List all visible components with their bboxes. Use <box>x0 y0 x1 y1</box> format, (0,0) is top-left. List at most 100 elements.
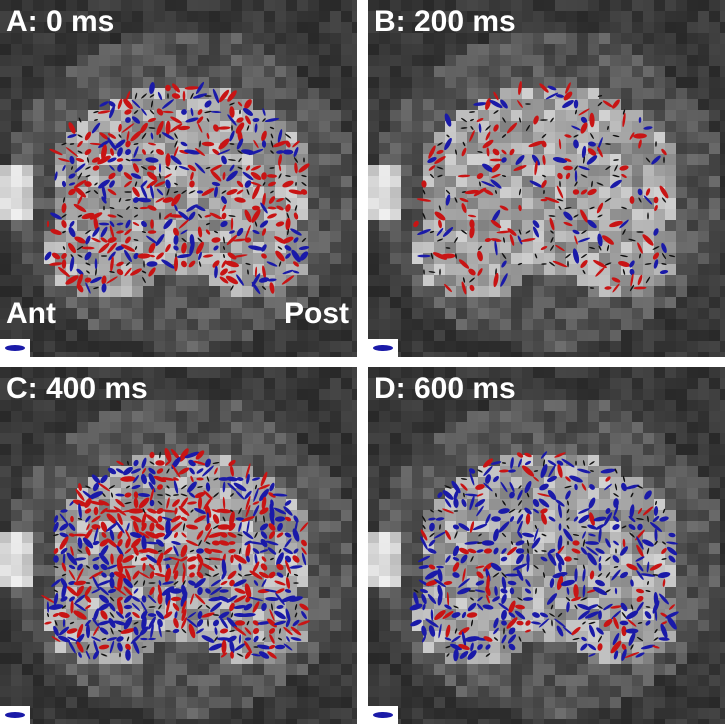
diffusion-glyph-field <box>409 451 679 662</box>
tensor-glyph <box>282 236 294 244</box>
tensor-glyph <box>244 209 252 223</box>
tensor-glyph <box>644 263 652 265</box>
tensor-glyph <box>483 548 493 554</box>
tensor-glyph <box>498 508 510 514</box>
tensor-glyph <box>622 269 626 275</box>
tensor-glyph <box>245 543 251 559</box>
tensor-glyph <box>148 467 156 475</box>
tensor-glyph <box>410 619 422 627</box>
tensor-glyph <box>485 474 491 484</box>
tensor-glyph <box>160 477 176 481</box>
tensor-glyph <box>44 621 52 625</box>
tensor-glyph <box>585 546 599 556</box>
tensor-glyph <box>213 245 219 251</box>
tensor-glyph <box>109 271 115 273</box>
tensor-glyph <box>181 484 187 490</box>
tensor-glyph <box>564 556 572 562</box>
tensor-glyph <box>540 508 548 514</box>
tensor-glyph <box>575 460 577 466</box>
scale-glyph-icon <box>5 345 25 351</box>
tensor-glyph <box>173 532 179 538</box>
tensor-glyph <box>661 252 667 260</box>
tensor-glyph <box>546 593 558 605</box>
tensor-glyph <box>228 459 236 467</box>
tensor-glyph <box>483 465 493 477</box>
tensor-glyph <box>115 493 125 497</box>
tensor-glyph <box>65 275 79 285</box>
tensor-glyph <box>156 252 164 260</box>
tensor-glyph <box>109 180 115 188</box>
tensor-glyph <box>212 260 220 268</box>
tensor-glyph <box>94 258 98 270</box>
tensor-glyph <box>178 165 190 171</box>
tensor-glyph <box>121 244 135 252</box>
tensor-glyph <box>61 214 67 218</box>
tensor-glyph <box>84 508 92 514</box>
tensor-glyph <box>164 212 172 220</box>
tensor-glyph <box>85 546 91 556</box>
tensor-glyph <box>147 613 157 617</box>
tensor-glyph <box>534 253 538 259</box>
tensor-glyph <box>508 469 516 473</box>
tensor-glyph <box>276 198 284 202</box>
tensor-glyph <box>605 572 611 578</box>
scale-glyph-icon <box>5 712 25 718</box>
tensor-glyph <box>181 109 187 115</box>
tensor-glyph <box>281 275 295 285</box>
tensor-glyph <box>205 541 211 545</box>
tensor-glyph <box>275 221 285 227</box>
tensor-glyph <box>434 211 446 221</box>
tensor-glyph <box>77 563 83 571</box>
tensor-glyph <box>437 592 443 606</box>
tensor-glyph <box>101 283 107 293</box>
tensor-glyph <box>140 557 148 561</box>
tensor-glyph <box>574 235 578 245</box>
tensor-glyph <box>515 548 525 554</box>
tensor-glyph <box>565 172 571 180</box>
tensor-glyph <box>510 541 514 545</box>
tensor-glyph <box>661 148 667 156</box>
tensor-glyph <box>598 610 602 620</box>
tensor-glyph <box>518 458 522 468</box>
tensor-glyph <box>452 572 460 578</box>
tensor-glyph <box>531 537 541 549</box>
tensor-glyph <box>533 528 539 542</box>
tensor-glyph <box>85 229 91 235</box>
tensor-glyph <box>501 252 507 260</box>
tensor-glyph <box>639 253 641 259</box>
tensor-glyph <box>170 155 182 165</box>
tensor-glyph <box>501 175 507 177</box>
tensor-glyph <box>98 140 110 148</box>
tensor-glyph <box>554 618 566 628</box>
tensor-glyph <box>97 620 111 626</box>
tensor-glyph <box>267 651 277 659</box>
tensor-glyph <box>539 483 549 491</box>
tensor-glyph <box>493 110 499 114</box>
tensor-glyph <box>205 222 211 226</box>
tensor-glyph <box>479 181 481 187</box>
tensor-glyph <box>133 239 139 241</box>
tensor-glyph <box>652 574 660 576</box>
tensor-glyph <box>469 521 475 533</box>
tensor-glyph <box>141 230 147 233</box>
tensor-glyph <box>172 628 180 634</box>
tensor-glyph <box>61 180 67 188</box>
tensor-glyph <box>558 523 562 531</box>
tensor-glyph <box>237 533 243 537</box>
tensor-glyph <box>251 209 261 223</box>
tensor-glyph <box>236 117 244 123</box>
tensor-glyph <box>210 110 222 114</box>
tensor-glyph <box>194 507 206 515</box>
tensor-glyph <box>140 185 148 199</box>
tensor-glyph <box>219 628 229 634</box>
tensor-glyph <box>141 93 147 99</box>
tensor-glyph <box>196 116 204 124</box>
tensor-glyph <box>645 157 651 163</box>
tensor-glyph <box>628 632 636 646</box>
tensor-glyph <box>148 582 156 584</box>
tensor-glyph <box>221 155 227 165</box>
tensor-glyph <box>205 588 211 594</box>
tensor-glyph <box>655 141 657 147</box>
tensor-glyph <box>154 532 166 538</box>
tensor-glyph <box>284 500 292 506</box>
